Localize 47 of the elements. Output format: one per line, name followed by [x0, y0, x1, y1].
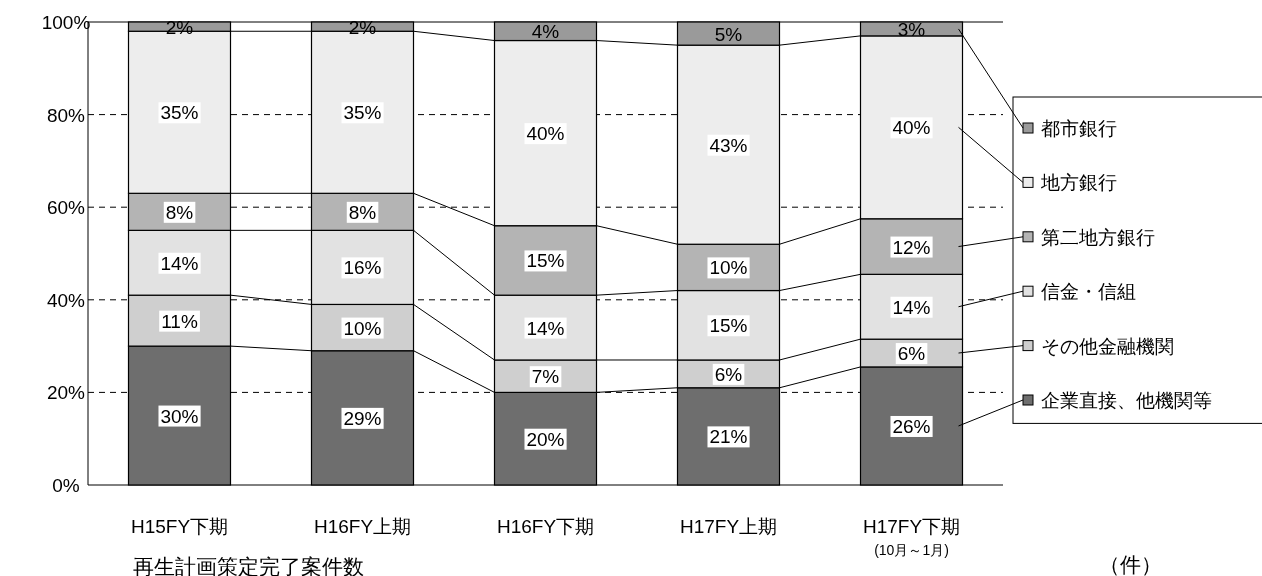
data-label: 11% — [161, 310, 198, 332]
y-tick-label: 40% — [46, 289, 86, 311]
data-label: 6% — [897, 343, 926, 365]
data-label: 8% — [165, 201, 194, 223]
legend-label: 地方銀行 — [1040, 172, 1117, 194]
legend-label: 信金・信組 — [1041, 281, 1136, 303]
y-tick-label: 60% — [46, 197, 86, 219]
data-label: 15% — [526, 250, 565, 272]
data-label: 3% — [897, 18, 926, 40]
data-label: 26% — [892, 415, 931, 437]
data-label: 15% — [709, 315, 748, 337]
data-label: 14% — [160, 252, 199, 274]
text: (10月～1月) — [874, 542, 949, 558]
data-label: 12% — [892, 236, 931, 258]
data-label: 29% — [343, 407, 382, 429]
legend-label: 企業直接、他機関等 — [1041, 390, 1212, 411]
x-tick-label: H15FY下期 — [130, 516, 229, 537]
data-label: 16% — [343, 257, 382, 279]
y-tick-label: 80% — [46, 104, 86, 126]
x-tick-label: H17FY下期 — [862, 516, 961, 537]
x-tick-label: H16FY上期 — [313, 516, 412, 537]
legend-label: 都市銀行 — [1041, 118, 1117, 139]
data-label: 43% — [709, 134, 748, 156]
x-tick-label: H17FY上期 — [679, 516, 778, 537]
data-label: 5% — [714, 23, 743, 45]
data-label: 14% — [526, 317, 565, 339]
y-tick-label: 0% — [52, 475, 80, 496]
data-label: 20% — [526, 428, 565, 450]
data-label: 35% — [343, 102, 382, 124]
legend-label: 第二地方銀行 — [1041, 226, 1155, 248]
data-label: 14% — [892, 296, 931, 318]
text: （件） — [1098, 553, 1162, 576]
data-label: 35% — [160, 102, 199, 124]
x-tick-label: H16FY下期 — [496, 516, 595, 537]
data-label: 10% — [343, 317, 382, 339]
data-label: 30% — [160, 405, 199, 427]
data-label: 40% — [526, 123, 565, 145]
data-label: 10% — [709, 257, 748, 279]
y-tick-label: 100% — [41, 12, 91, 33]
data-label: 40% — [892, 117, 931, 139]
data-label: 8% — [348, 201, 377, 223]
y-tick-label: 20% — [46, 382, 86, 404]
data-label: 7% — [531, 366, 560, 388]
data-label: 6% — [714, 363, 743, 385]
legend-label: その他金融機関 — [1041, 335, 1174, 357]
data-label: 4% — [531, 21, 560, 43]
data-label: 21% — [709, 426, 748, 448]
